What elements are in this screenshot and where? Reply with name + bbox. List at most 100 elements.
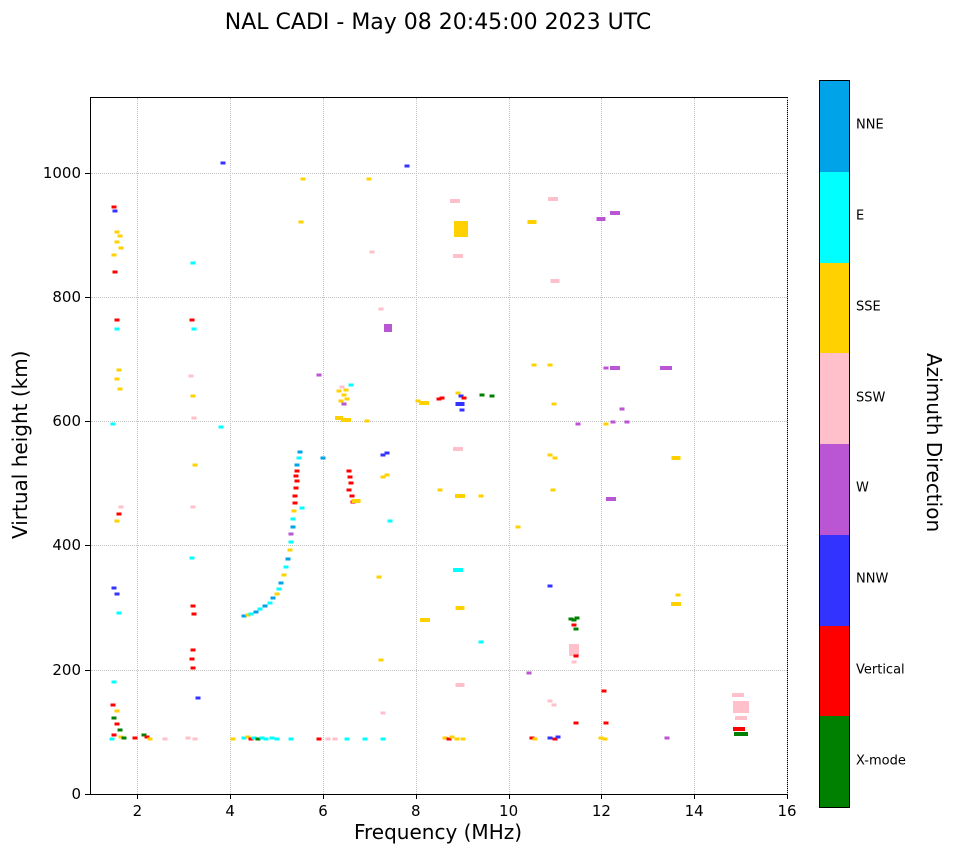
data-point bbox=[114, 318, 120, 322]
data-point bbox=[294, 463, 300, 467]
data-point bbox=[112, 209, 118, 213]
x-tick-mark bbox=[230, 794, 232, 799]
data-point bbox=[114, 722, 120, 726]
x-axis-label: Frequency (MHz) bbox=[353, 820, 523, 844]
colorbar-category-label: NNW bbox=[856, 571, 889, 587]
data-point bbox=[278, 581, 284, 585]
data-point bbox=[341, 417, 352, 422]
data-point bbox=[733, 726, 746, 731]
data-point bbox=[341, 393, 347, 397]
colorbar-segment-sse bbox=[820, 262, 849, 354]
colorbar-category-label: X-mode bbox=[856, 753, 906, 769]
data-point bbox=[369, 250, 375, 254]
data-point bbox=[384, 451, 390, 455]
data-point bbox=[111, 716, 117, 720]
grid-line-vertical bbox=[230, 98, 232, 794]
grid-line-horizontal bbox=[91, 421, 787, 423]
data-point bbox=[144, 735, 150, 739]
y-tick-mark bbox=[85, 669, 90, 671]
data-point bbox=[190, 666, 196, 670]
data-point bbox=[732, 692, 745, 697]
colorbar-segment-e bbox=[820, 171, 849, 263]
data-point bbox=[551, 703, 557, 706]
data-point bbox=[263, 737, 269, 741]
colorbar-category-label: E bbox=[856, 208, 865, 224]
data-point bbox=[344, 397, 350, 401]
data-point bbox=[293, 474, 299, 478]
x-tick-label: 6 bbox=[318, 802, 328, 820]
data-point bbox=[111, 253, 117, 257]
data-point bbox=[346, 469, 352, 473]
colorbar-category-label: W bbox=[856, 480, 869, 496]
y-tick-label: 600 bbox=[52, 412, 81, 431]
data-point bbox=[111, 733, 117, 737]
data-point bbox=[132, 736, 138, 740]
data-point bbox=[341, 402, 347, 406]
data-point bbox=[380, 475, 386, 479]
colorbar-category-label: SSE bbox=[856, 299, 881, 315]
data-point bbox=[274, 737, 280, 741]
data-point bbox=[532, 737, 538, 741]
data-point bbox=[404, 164, 410, 168]
x-tick-mark bbox=[137, 794, 139, 799]
data-point bbox=[116, 368, 122, 372]
data-point bbox=[299, 506, 305, 510]
data-point bbox=[255, 737, 261, 741]
data-point bbox=[332, 737, 338, 741]
data-point bbox=[573, 654, 579, 658]
data-point bbox=[624, 420, 630, 424]
data-point bbox=[454, 493, 465, 498]
data-point bbox=[241, 614, 247, 618]
data-point bbox=[339, 385, 345, 389]
y-tick-mark bbox=[85, 794, 90, 795]
data-point bbox=[478, 640, 484, 644]
data-point bbox=[461, 396, 467, 400]
data-point bbox=[603, 721, 609, 725]
colorbar-segment-ssw bbox=[820, 353, 849, 444]
data-point bbox=[571, 618, 577, 622]
data-point bbox=[380, 737, 386, 741]
data-point bbox=[162, 737, 168, 741]
data-point bbox=[270, 596, 276, 600]
data-point bbox=[454, 737, 460, 741]
colorbar-segment-nne bbox=[820, 81, 849, 172]
data-point bbox=[281, 573, 287, 577]
data-point bbox=[455, 683, 465, 688]
x-tick-mark bbox=[787, 794, 788, 799]
data-point bbox=[455, 605, 465, 610]
x-tick-label: 10 bbox=[499, 802, 519, 820]
data-point bbox=[118, 505, 124, 509]
data-point bbox=[598, 736, 604, 740]
data-point bbox=[114, 377, 120, 381]
x-tick-label: 8 bbox=[411, 802, 421, 820]
colorbar-segment-x-mode bbox=[820, 716, 849, 807]
data-point bbox=[114, 327, 120, 331]
data-point bbox=[362, 737, 368, 741]
data-point bbox=[297, 450, 303, 454]
data-point bbox=[191, 327, 197, 331]
x-tick-mark bbox=[508, 794, 510, 799]
data-point bbox=[453, 220, 468, 237]
data-point bbox=[343, 388, 349, 392]
data-point bbox=[675, 593, 681, 597]
grid-line-horizontal bbox=[91, 669, 787, 671]
data-point bbox=[109, 737, 115, 741]
colorbar-label: Azimuth Direction bbox=[922, 353, 946, 533]
data-point bbox=[245, 735, 251, 739]
data-point bbox=[141, 733, 147, 737]
y-tick-mark bbox=[85, 296, 90, 298]
y-tick-label: 800 bbox=[52, 287, 81, 306]
data-point bbox=[259, 736, 265, 740]
data-point bbox=[552, 737, 558, 741]
data-point bbox=[364, 419, 370, 423]
x-tick-label: 4 bbox=[225, 802, 235, 820]
data-point bbox=[602, 737, 608, 741]
x-tick-mark bbox=[415, 794, 417, 799]
data-point bbox=[189, 657, 195, 661]
data-point bbox=[269, 736, 275, 740]
data-point bbox=[529, 736, 535, 740]
data-point bbox=[191, 612, 197, 616]
data-point bbox=[114, 519, 120, 523]
data-point bbox=[336, 389, 342, 393]
